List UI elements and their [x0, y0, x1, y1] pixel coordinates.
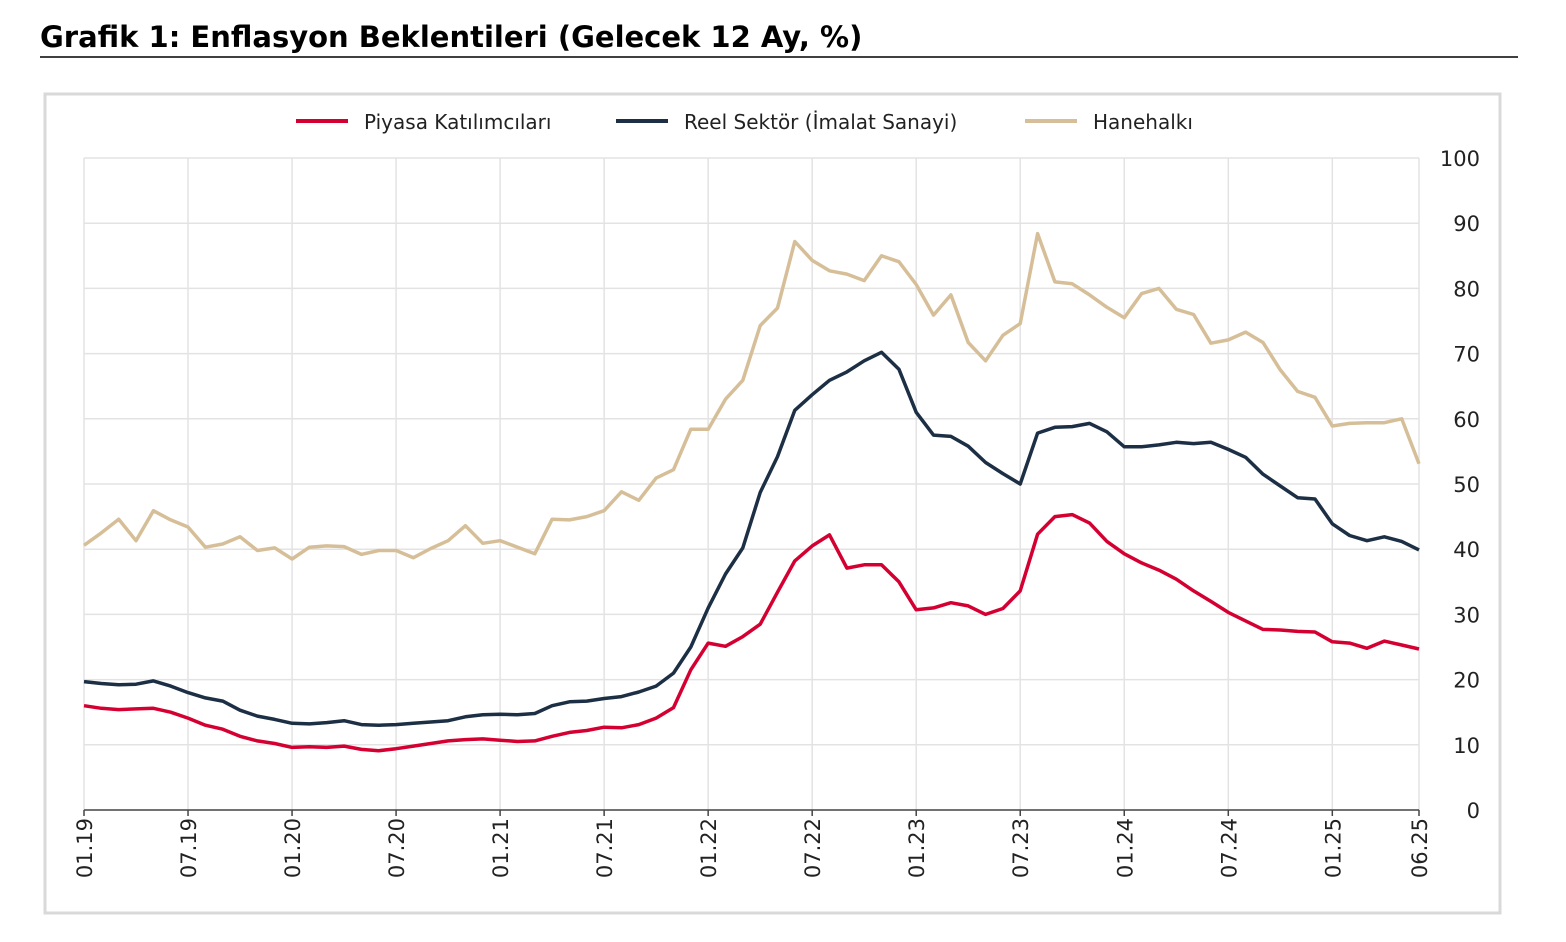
- axes: 0 10 20 30 40 50 60 70 80 90 100 01.19 07.19 01.20 07.…: [73, 147, 1480, 878]
- x-tick-label: 01.20: [281, 818, 305, 878]
- chart-frame: [43, 92, 1502, 915]
- y-tick-label: 70: [1453, 343, 1480, 367]
- series-lines: [82, 231, 1421, 753]
- x-tick-label: 01.24: [1113, 818, 1137, 878]
- series-line-2: [82, 231, 1421, 561]
- legend-label: Reel Sektör (İmalat Sanayi): [684, 110, 957, 134]
- y-tick-label: 80: [1453, 277, 1480, 301]
- x-tick-label: 01.21: [489, 818, 513, 878]
- x-tick-label: 07.22: [801, 818, 825, 878]
- y-tick-label: 90: [1453, 212, 1480, 236]
- y-tick-label: 100: [1440, 147, 1480, 171]
- x-tick-label: 01.23: [905, 818, 929, 878]
- y-tick-label: 20: [1453, 669, 1480, 693]
- series-line-1: [83, 350, 1420, 727]
- x-tick-label: 07.21: [593, 818, 617, 878]
- chart-title: Grafik 1: Enflasyon Beklentileri (Gelece…: [40, 20, 862, 54]
- y-tick-label: 50: [1453, 473, 1480, 497]
- y-tick-label: 60: [1453, 408, 1480, 432]
- y-tick-label: 0: [1467, 799, 1480, 823]
- legend: Piyasa Katılımcıları Reel Sektör (İmalat …: [296, 110, 1193, 134]
- x-tick-label: 01.19: [73, 818, 97, 878]
- x-tick-label: 01.22: [697, 818, 721, 878]
- x-tick-label: 01.25: [1321, 818, 1345, 878]
- series-line-0: [83, 512, 1420, 753]
- y-tick-label: 30: [1453, 603, 1480, 627]
- y-tick-label: 40: [1453, 538, 1480, 562]
- x-tick-label: 07.24: [1217, 818, 1241, 878]
- x-tick-label: 07.23: [1009, 818, 1033, 878]
- legend-label: Piyasa Katılımcıları: [364, 110, 551, 134]
- x-tick-label: 07.19: [177, 818, 201, 878]
- x-tick-label: 07.20: [385, 818, 409, 878]
- y-tick-label: 10: [1453, 734, 1480, 758]
- x-tick-label: 06.25: [1408, 818, 1432, 878]
- grid: [83, 157, 1420, 810]
- legend-label: Hanehalkı: [1093, 110, 1193, 134]
